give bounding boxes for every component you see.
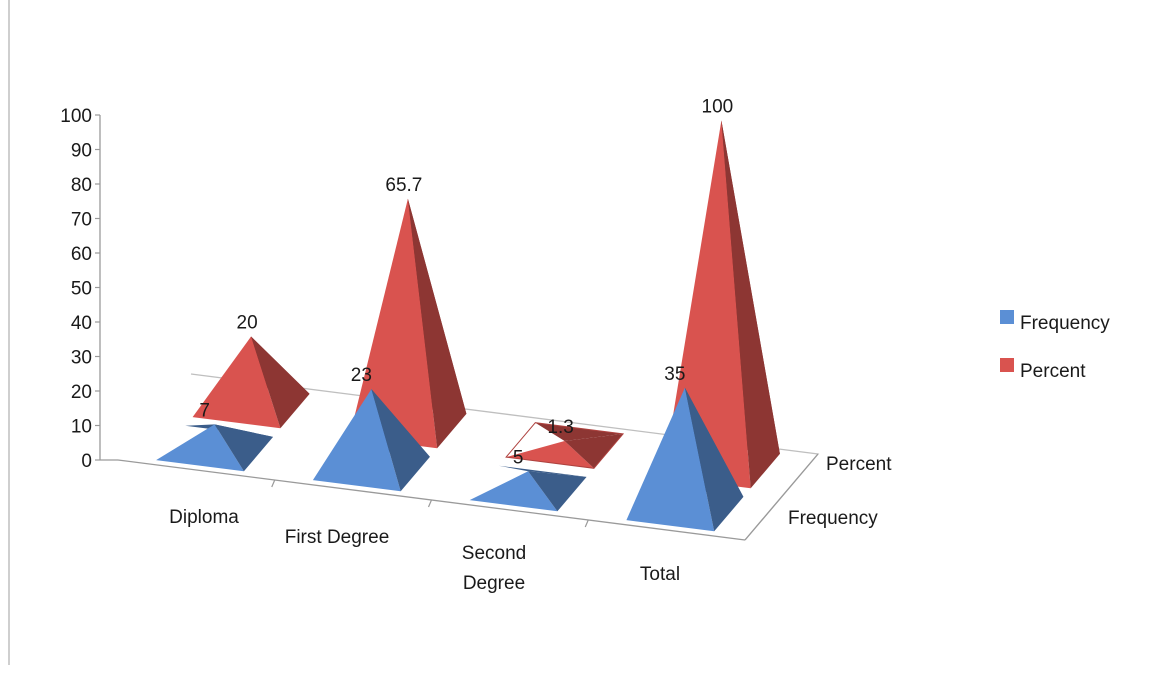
pyramid-side-face	[371, 389, 430, 492]
y-tick-label: 40	[71, 313, 92, 334]
y-tick-label: 10	[71, 417, 92, 438]
legend: Frequency Percent	[1000, 310, 1110, 382]
y-tick-label: 100	[60, 106, 92, 127]
pyramid-base	[505, 422, 625, 469]
pyramid-percent-second-degree	[505, 422, 625, 469]
x-axis-categories: Diploma First Degree Second Degree Total	[169, 479, 680, 594]
y-tick-label: 90	[71, 141, 92, 162]
legend-swatch-frequency	[1000, 310, 1014, 324]
x-category-label: Total	[640, 564, 680, 585]
y-tick-label: 50	[71, 279, 92, 300]
pyramid-side-face	[251, 336, 310, 429]
pyramid-side-face	[564, 433, 624, 469]
data-label: 23	[351, 365, 372, 386]
pyramid-back-face	[535, 422, 624, 441]
data-label: 1.3	[547, 417, 573, 438]
y-axis-ticks: 0 10 20 30 40 50 60 70 80 90 100	[60, 106, 100, 472]
legend-label-frequency: Frequency	[1020, 313, 1110, 334]
y-tick-label: 60	[71, 244, 92, 265]
x-category-label: First Degree	[285, 527, 390, 548]
pyramid-front-face	[469, 471, 558, 512]
pyramid-marks	[156, 120, 780, 532]
pyramid-frequency-first-degree	[312, 389, 430, 492]
data-label: 65.7	[385, 175, 422, 196]
x-category-label: Second	[462, 543, 526, 564]
x-tick-mark	[584, 519, 589, 528]
legend-label-percent: Percent	[1020, 361, 1086, 382]
pyramid-side-face	[407, 198, 467, 449]
data-labels: 20 65.7 1.3 100 7 23 5 35	[199, 97, 733, 469]
x-tick-mark	[427, 499, 433, 508]
depth-axis-label: Percent	[826, 454, 892, 475]
pyramid-percent-diploma	[192, 336, 310, 429]
depth-axis-line	[744, 453, 819, 541]
pyramid-side-face	[528, 471, 587, 512]
pyramid-front-face	[506, 441, 594, 469]
pyramid-side-face	[214, 424, 274, 472]
data-label: 5	[513, 447, 524, 468]
y-tick-label: 0	[81, 451, 92, 472]
pyramid-back-face	[498, 465, 587, 477]
pyramid-front-face	[192, 336, 281, 429]
pyramid-frequency-diploma	[156, 424, 274, 472]
data-label: 100	[702, 97, 734, 118]
depth-axis-labels: Frequency Percent	[788, 454, 892, 529]
pyramid-percent-first-degree	[349, 198, 467, 449]
y-tick-label: 20	[71, 382, 92, 403]
x-category-label: Diploma	[169, 507, 239, 528]
pyramid-front-face	[312, 389, 401, 492]
data-label: 35	[664, 364, 685, 385]
legend-swatch-percent	[1000, 358, 1014, 372]
data-label: 7	[199, 400, 210, 421]
x-tick-mark	[271, 479, 276, 488]
pyramid-front-face	[349, 198, 438, 449]
pyramid-side-face	[684, 387, 744, 532]
y-tick-label: 30	[71, 348, 92, 369]
pyramid-side-face	[721, 120, 780, 489]
x-category-label: Degree	[463, 573, 525, 594]
depth-axis-label: Frequency	[788, 508, 878, 529]
y-tick-label: 70	[71, 210, 92, 231]
data-label: 20	[237, 313, 258, 334]
pyramid-frequency-second-degree	[469, 465, 587, 512]
pyramid-front-face	[156, 424, 244, 472]
y-tick-label: 80	[71, 175, 92, 196]
pyramid-front-face	[626, 387, 715, 532]
pyramid-frequency-total	[626, 387, 744, 532]
